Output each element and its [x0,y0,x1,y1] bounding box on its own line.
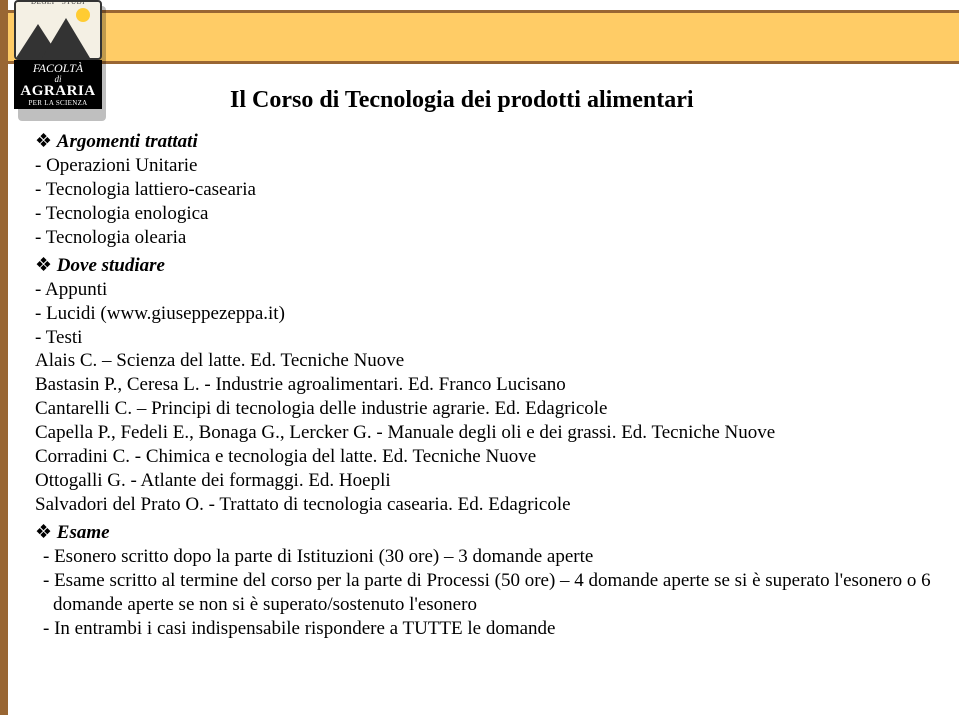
faculty-logo: DEGLI · STUDI FACOLTÀ di AGRARIA PER LA … [14,0,102,150]
top-band [8,10,959,64]
slide-title: Il Corso di Tecnologia dei prodotti alim… [230,87,694,114]
logo-line-4: PER LA SCIENZA [14,100,102,109]
logo-line-3: AGRARIA [14,84,102,100]
left-accent-bar [0,0,8,715]
body-line: - Esame scritto al termine del corso per… [35,569,934,617]
body-line: - Appunti [35,278,934,302]
body-line: - Testi [35,326,934,350]
body-line: Bastasin P., Ceresa L. - Industrie agroa… [35,373,934,397]
body-line: Ottogalli G. - Atlante dei formaggi. Ed.… [35,469,934,493]
body-line: - Operazioni Unitarie [35,154,934,178]
section-head-argomenti: Argomenti trattati [35,130,934,154]
logo-emblem: DEGLI · STUDI [14,0,102,60]
body-line: Capella P., Fedeli E., Bonaga G., Lercke… [35,421,934,445]
body-line: Alais C. – Scienza del latte. Ed. Tecnic… [35,349,934,373]
section-head-dove: Dove studiare [35,254,934,278]
body-line: Salvadori del Prato O. - Trattato di tec… [35,493,934,517]
slide-body: Argomenti trattati - Operazioni Unitarie… [35,130,934,641]
body-line: Cantarelli C. – Principi di tecnologia d… [35,397,934,421]
logo-line-1: FACOLTÀ [14,62,102,75]
body-line: - Tecnologia enologica [35,202,934,226]
logo-text: FACOLTÀ di AGRARIA PER LA SCIENZA [14,60,102,109]
body-line: - Tecnologia lattiero-casearia [35,178,934,202]
body-line: - In entrambi i casi indispensabile risp… [35,617,934,641]
body-line: - Tecnologia olearia [35,226,934,250]
section-head-esame: Esame [35,521,934,545]
body-line: - Esonero scritto dopo la parte di Istit… [35,545,934,569]
body-line: Corradini C. - Chimica e tecnologia del … [35,445,934,469]
body-line: - Lucidi (www.giuseppezeppa.it) [35,302,934,326]
